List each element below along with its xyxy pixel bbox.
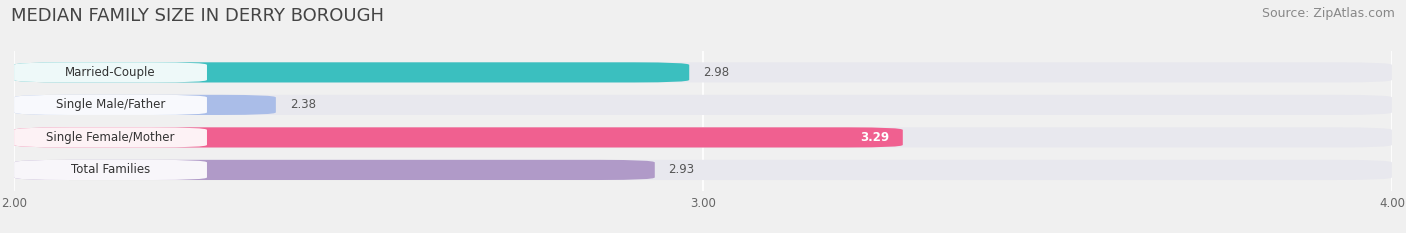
Text: 2.98: 2.98 <box>703 66 730 79</box>
Text: MEDIAN FAMILY SIZE IN DERRY BOROUGH: MEDIAN FAMILY SIZE IN DERRY BOROUGH <box>11 7 384 25</box>
FancyBboxPatch shape <box>14 160 655 180</box>
FancyBboxPatch shape <box>14 160 1392 180</box>
Text: Single Male/Father: Single Male/Father <box>56 98 165 111</box>
FancyBboxPatch shape <box>14 95 207 115</box>
FancyBboxPatch shape <box>14 127 207 147</box>
FancyBboxPatch shape <box>14 95 1392 115</box>
FancyBboxPatch shape <box>14 127 903 147</box>
FancyBboxPatch shape <box>14 62 207 82</box>
FancyBboxPatch shape <box>14 160 207 180</box>
FancyBboxPatch shape <box>14 62 1392 82</box>
Text: 3.29: 3.29 <box>860 131 889 144</box>
Text: Source: ZipAtlas.com: Source: ZipAtlas.com <box>1261 7 1395 20</box>
FancyBboxPatch shape <box>14 62 689 82</box>
Text: Single Female/Mother: Single Female/Mother <box>46 131 174 144</box>
Text: Total Families: Total Families <box>70 163 150 176</box>
FancyBboxPatch shape <box>14 95 276 115</box>
FancyBboxPatch shape <box>14 127 1392 147</box>
Text: 2.93: 2.93 <box>669 163 695 176</box>
Text: 2.38: 2.38 <box>290 98 315 111</box>
Text: Married-Couple: Married-Couple <box>65 66 156 79</box>
